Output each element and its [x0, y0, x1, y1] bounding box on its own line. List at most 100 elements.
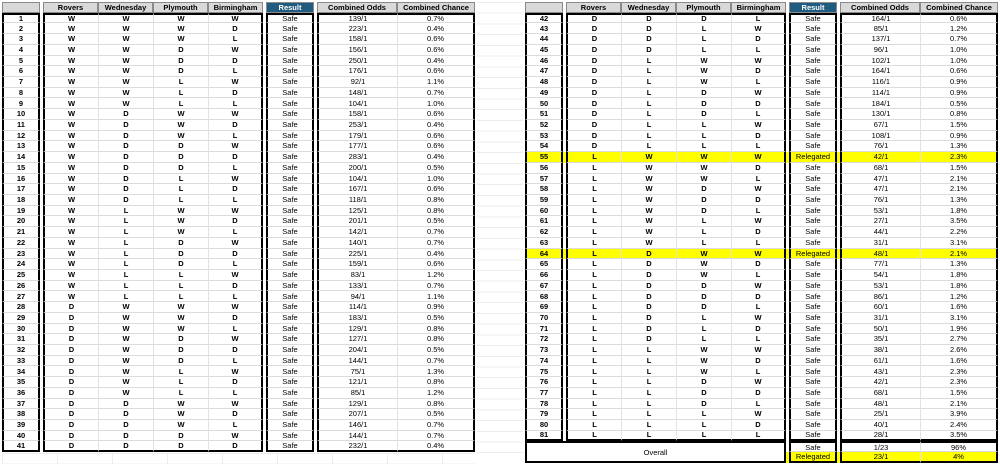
team-result-cell[interactable]: W	[676, 355, 731, 367]
team-result-cell[interactable]: L	[676, 141, 731, 153]
team-result-cell[interactable]: D	[676, 109, 731, 120]
combined-odds-cell[interactable]: 86/1	[840, 291, 920, 303]
team-result-cell[interactable]: D	[153, 248, 208, 260]
result-cell[interactable]: Safe	[789, 173, 837, 185]
team-result-cell[interactable]: W	[208, 141, 263, 153]
row-number-cell[interactable]: 38	[2, 409, 40, 421]
combined-odds-cell[interactable]: 139/1	[317, 12, 397, 24]
column-header-result[interactable]: Result	[266, 2, 314, 13]
combined-odds-cell[interactable]: 75/1	[317, 366, 397, 378]
result-cell[interactable]: Safe	[789, 387, 837, 399]
row-number-cell[interactable]: 25	[2, 269, 40, 281]
combined-odds-cell[interactable]: 127/1	[317, 334, 397, 345]
team-result-cell[interactable]: L	[566, 323, 621, 335]
combined-chance-cell[interactable]: 0.8%	[397, 377, 475, 388]
combined-chance-cell[interactable]: 0.6%	[397, 130, 475, 142]
team-result-cell[interactable]: W	[153, 420, 208, 431]
team-result-cell[interactable]: W	[731, 119, 786, 131]
row-number-cell[interactable]: 43	[525, 23, 563, 35]
row-number-cell[interactable]: 44	[525, 34, 563, 45]
result-cell[interactable]: Safe	[789, 109, 837, 120]
team-result-cell[interactable]: D	[98, 409, 153, 421]
team-result-cell[interactable]: D	[153, 430, 208, 442]
team-result-cell[interactable]: D	[98, 109, 153, 120]
combined-odds-cell[interactable]: 253/1	[317, 119, 397, 131]
combined-chance-cell[interactable]: 0.8%	[920, 109, 998, 120]
combined-chance-cell[interactable]: 1.6%	[920, 355, 998, 367]
row-number-cell[interactable]: 74	[525, 355, 563, 367]
combined-odds-cell[interactable]: 42/1	[840, 377, 920, 388]
team-result-cell[interactable]: D	[208, 409, 263, 421]
team-result-cell[interactable]: D	[43, 323, 98, 335]
result-cell[interactable]: Safe	[266, 248, 314, 260]
team-result-cell[interactable]: L	[208, 130, 263, 142]
combined-chance-cell[interactable]: 0.7%	[397, 430, 475, 442]
combined-chance-cell[interactable]: 3.5%	[920, 430, 998, 442]
combined-chance-cell[interactable]: 1.3%	[920, 259, 998, 270]
result-cell[interactable]: Safe	[266, 323, 314, 335]
team-result-cell[interactable]: D	[731, 291, 786, 303]
team-result-cell[interactable]: L	[731, 237, 786, 249]
team-result-cell[interactable]: W	[153, 323, 208, 335]
column-header-combined-chance[interactable]: Combined Chance	[397, 2, 475, 13]
result-cell[interactable]: Safe	[266, 87, 314, 99]
row-number-cell[interactable]: 7	[2, 77, 40, 88]
result-cell[interactable]: Safe	[789, 34, 837, 45]
team-result-cell[interactable]: L	[676, 409, 731, 421]
combined-odds-cell[interactable]: 85/1	[840, 23, 920, 35]
team-result-cell[interactable]: L	[566, 280, 621, 292]
row-number-cell[interactable]: 51	[525, 109, 563, 120]
team-result-cell[interactable]: D	[731, 323, 786, 335]
team-result-cell[interactable]: D	[208, 55, 263, 67]
combined-chance-cell[interactable]: 0.8%	[397, 205, 475, 217]
combined-odds-cell[interactable]: 129/1	[317, 323, 397, 335]
team-result-cell[interactable]: W	[676, 269, 731, 281]
team-result-cell[interactable]: W	[43, 280, 98, 292]
team-result-cell[interactable]: L	[566, 291, 621, 303]
team-result-cell[interactable]: W	[621, 237, 676, 249]
combined-odds-cell[interactable]: 250/1	[317, 55, 397, 67]
team-result-cell[interactable]: L	[566, 259, 621, 270]
result-cell[interactable]: Safe	[266, 302, 314, 313]
combined-chance-cell[interactable]: 0.4%	[397, 248, 475, 260]
team-result-cell[interactable]: D	[676, 205, 731, 217]
team-result-cell[interactable]: W	[676, 366, 731, 378]
combined-chance-cell[interactable]: 0.6%	[397, 44, 475, 56]
row-number-cell[interactable]: 8	[2, 87, 40, 99]
result-cell[interactable]: Safe	[266, 34, 314, 45]
combined-chance-cell[interactable]: 1.1%	[397, 77, 475, 88]
team-result-cell[interactable]: L	[621, 387, 676, 399]
row-number-cell[interactable]: 3	[2, 34, 40, 45]
combined-odds-cell[interactable]: 68/1	[840, 387, 920, 399]
team-result-cell[interactable]: L	[566, 162, 621, 174]
team-result-cell[interactable]: L	[566, 237, 621, 249]
team-result-cell[interactable]: L	[566, 345, 621, 356]
team-result-cell[interactable]: D	[676, 291, 731, 303]
team-result-cell[interactable]: D	[676, 387, 731, 399]
team-result-cell[interactable]: W	[676, 152, 731, 163]
team-result-cell[interactable]: W	[621, 173, 676, 185]
team-result-cell[interactable]: W	[208, 173, 263, 185]
team-result-cell[interactable]: L	[98, 291, 153, 303]
result-cell[interactable]: Safe	[266, 216, 314, 228]
combined-odds-cell[interactable]: 43/1	[840, 366, 920, 378]
row-number-cell[interactable]: 13	[2, 141, 40, 153]
team-result-cell[interactable]: L	[676, 430, 731, 442]
team-result-cell[interactable]: L	[566, 312, 621, 324]
result-cell[interactable]: Safe	[789, 312, 837, 324]
team-result-cell[interactable]: W	[208, 44, 263, 56]
combined-odds-cell[interactable]: 25/1	[840, 409, 920, 421]
team-result-cell[interactable]: D	[43, 441, 98, 453]
combined-odds-cell[interactable]: 130/1	[840, 109, 920, 120]
team-result-cell[interactable]: L	[566, 173, 621, 185]
row-number-cell[interactable]: 57	[525, 173, 563, 185]
combined-chance-cell[interactable]: 1.0%	[920, 55, 998, 67]
column-header-combined-odds[interactable]: Combined Odds	[317, 2, 397, 13]
team-result-cell[interactable]: D	[208, 23, 263, 35]
team-result-cell[interactable]: L	[98, 237, 153, 249]
row-number-cell[interactable]: 58	[525, 184, 563, 195]
team-result-cell[interactable]: W	[208, 77, 263, 88]
row-number-cell[interactable]: 61	[525, 216, 563, 228]
combined-chance-cell[interactable]: 0.6%	[397, 66, 475, 78]
team-result-cell[interactable]: D	[208, 248, 263, 260]
